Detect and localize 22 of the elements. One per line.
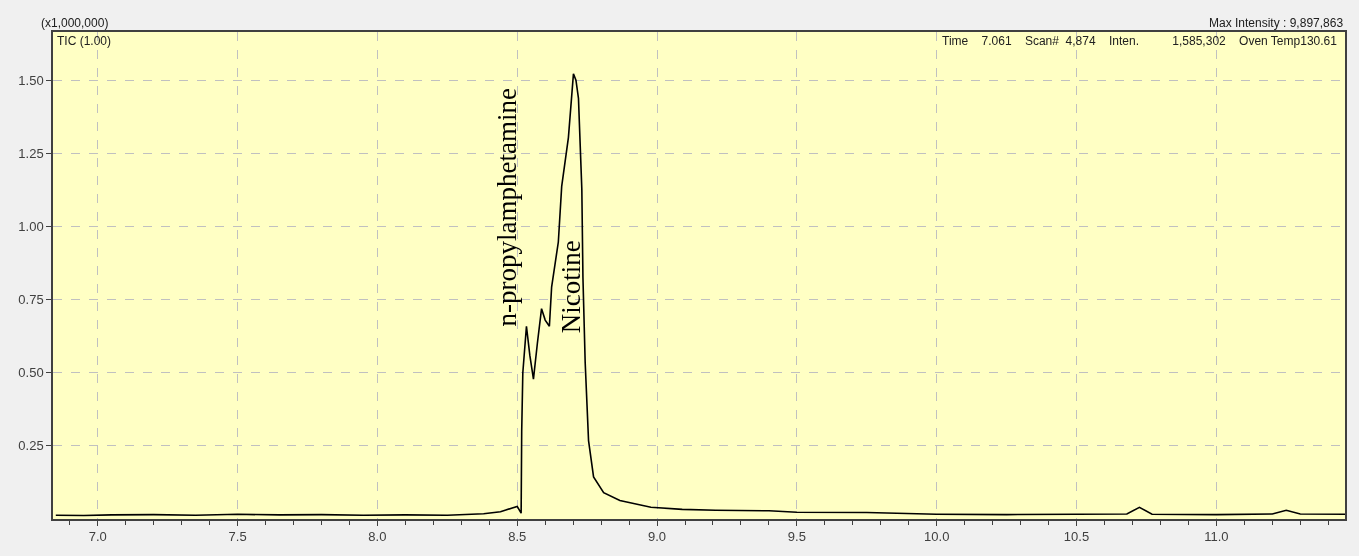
y-tick-label: 1.00 [18,219,44,235]
x-tick-label: 9.5 [787,529,806,545]
y-tick-label: 0.25 [18,438,44,454]
annotation: n-propylamphetamine [491,88,522,327]
y-tick-label: 0.75 [18,292,44,308]
x-tick-label: 7.0 [88,529,107,545]
text: Max Intensity : 9,897,863 [1209,16,1344,30]
x-tick-label: 10.0 [924,529,950,545]
x-tick-label: 8.0 [368,529,387,545]
text: (x1,000,000) [41,16,109,30]
line-series [55,73,1345,517]
annotation: Nicotine [555,240,586,334]
x-tick-label: 11.0 [1204,529,1229,545]
x-tick-label: 10.5 [1063,529,1090,545]
y-tick-label: 1.50 [18,72,44,88]
x-tick-label: 7.5 [228,529,247,545]
annotation: Time 7.061 Scan# 4,874 Inten. 1,585,302 Oven Temp130.61 [942,34,1338,48]
x-tick-label: 9.0 [648,529,667,545]
x-tick-label: 8.5 [508,529,527,545]
y-tick-label: 0.50 [18,365,44,381]
y-tick-label: 1.25 [18,145,44,161]
annotation: TIC (1.00) [57,34,112,48]
